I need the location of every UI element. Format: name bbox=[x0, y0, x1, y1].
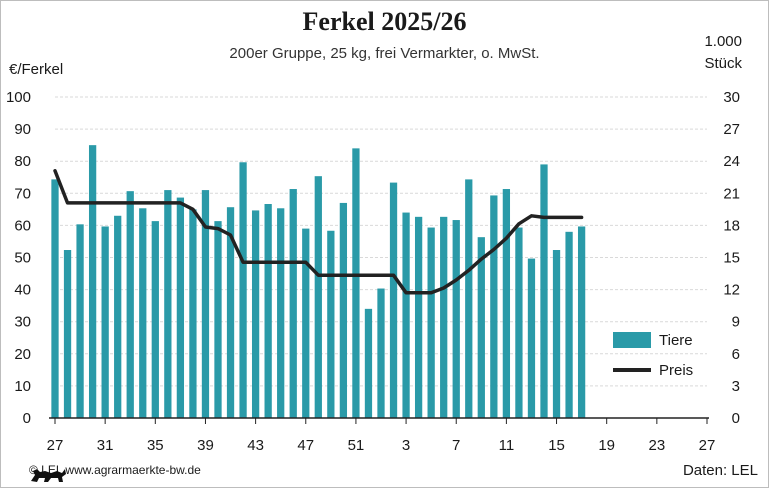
chart-title: Ferkel 2025/26 bbox=[302, 7, 467, 36]
right-tick-label: 3 bbox=[732, 378, 740, 395]
bar-tiere bbox=[440, 216, 448, 418]
legend-label-tiere: Tiere bbox=[659, 331, 693, 349]
copyright-text: © LEL www.agrarmaerkte-bw.de bbox=[29, 463, 201, 477]
bar-tiere bbox=[490, 195, 498, 418]
chart-subtitle: 200er Gruppe, 25 kg, frei Vermarkter, o.… bbox=[229, 45, 540, 62]
bar-tiere bbox=[126, 191, 134, 418]
right-tick-label: 24 bbox=[723, 153, 740, 170]
legend-swatch-bars bbox=[613, 332, 651, 348]
x-tick-label: 3 bbox=[402, 437, 410, 454]
left-tick-label: 60 bbox=[14, 217, 31, 234]
left-tick-label: 0 bbox=[23, 410, 31, 427]
right-tick-label: 6 bbox=[732, 346, 740, 363]
bar-tiere bbox=[189, 209, 197, 418]
x-tick-label: 27 bbox=[47, 437, 64, 454]
bar-tiere bbox=[465, 179, 473, 418]
right-tick-label: 15 bbox=[723, 250, 740, 267]
x-tick-label: 19 bbox=[598, 437, 615, 454]
bar-tiere bbox=[565, 231, 573, 418]
bar-tiere bbox=[277, 208, 285, 418]
left-tick-label: 40 bbox=[14, 282, 31, 299]
legend-label-preis: Preis bbox=[659, 361, 694, 379]
bar-tiere bbox=[327, 230, 335, 418]
bar-tiere bbox=[540, 164, 548, 418]
right-tick-label: 27 bbox=[723, 121, 740, 138]
right-tick-label: 18 bbox=[723, 217, 740, 234]
bar-tiere bbox=[339, 202, 348, 418]
right-axis-label-line2: Stück bbox=[704, 55, 742, 72]
legend-item-preis: Preis bbox=[613, 357, 693, 383]
x-tick-label: 35 bbox=[147, 437, 164, 454]
bar-tiere bbox=[51, 179, 59, 418]
right-axis-label-line1: 1.000 bbox=[704, 33, 742, 50]
x-tick-label: 31 bbox=[97, 437, 114, 454]
bar-tiere bbox=[414, 216, 423, 418]
bar-tiere bbox=[377, 288, 385, 418]
right-tick-label: 9 bbox=[732, 314, 740, 331]
x-tick-label: 7 bbox=[452, 437, 460, 454]
right-axis-label: 1.000 Stück bbox=[704, 31, 742, 75]
bar-tiere bbox=[76, 224, 84, 418]
left-tick-label: 70 bbox=[14, 185, 31, 202]
bar-tiere bbox=[452, 220, 460, 418]
left-tick-label: 90 bbox=[14, 121, 31, 138]
bar-tiere bbox=[427, 227, 435, 418]
right-tick-label: 30 bbox=[723, 89, 740, 106]
bar-tiere bbox=[364, 308, 373, 418]
right-tick-label: 21 bbox=[723, 185, 740, 202]
right-tick-label: 0 bbox=[732, 410, 740, 427]
bar-tiere bbox=[477, 237, 485, 418]
legend: Tiere Preis bbox=[613, 327, 693, 387]
bar-tiere bbox=[101, 226, 109, 418]
bar-tiere bbox=[251, 210, 260, 418]
data-source: Daten: LEL bbox=[682, 462, 758, 479]
x-tick-label: 51 bbox=[348, 437, 365, 454]
legend-item-tiere: Tiere bbox=[613, 327, 693, 353]
bar-tiere bbox=[264, 204, 272, 418]
bar-tiere bbox=[201, 190, 210, 418]
bar-tiere bbox=[352, 148, 360, 419]
footer-copyright: © LEL www.agrarmaerkte-bw.de bbox=[29, 463, 201, 482]
left-tick-label: 20 bbox=[14, 346, 31, 363]
bar-tiere bbox=[114, 215, 122, 418]
bar-tiere bbox=[139, 208, 147, 418]
bar-tiere bbox=[389, 182, 398, 418]
left-tick-label: 10 bbox=[14, 378, 31, 395]
bar-tiere bbox=[314, 176, 322, 418]
left-tick-label: 50 bbox=[14, 250, 31, 267]
bar-tiere bbox=[502, 189, 511, 418]
bar-tiere bbox=[164, 190, 172, 418]
bar-tiere bbox=[239, 162, 247, 418]
bar-tiere bbox=[63, 250, 72, 418]
bar-tiere bbox=[577, 226, 586, 418]
x-tick-label: 15 bbox=[548, 437, 565, 454]
bar-tiere bbox=[151, 221, 159, 418]
lion-logo-icon bbox=[31, 469, 66, 482]
bar-tiere bbox=[552, 250, 561, 418]
bar-tiere bbox=[176, 197, 185, 418]
right-tick-label: 12 bbox=[723, 282, 740, 299]
left-tick-label: 100 bbox=[6, 89, 31, 106]
line-preis bbox=[53, 169, 584, 295]
x-tick-label: 43 bbox=[247, 437, 264, 454]
bar-tiere bbox=[402, 212, 410, 418]
x-tick-label: 47 bbox=[297, 437, 314, 454]
left-axis-label: €/Ferkel bbox=[9, 61, 64, 78]
left-tick-label: 30 bbox=[14, 314, 31, 331]
left-tick-label: 80 bbox=[14, 153, 31, 170]
legend-swatch-line bbox=[613, 368, 651, 372]
bar-tiere bbox=[302, 228, 310, 418]
bar-tiere bbox=[515, 227, 523, 418]
x-tick-label: 39 bbox=[197, 437, 214, 454]
bar-tiere bbox=[88, 145, 97, 418]
x-tick-label: 11 bbox=[499, 437, 515, 454]
bar-tiere bbox=[289, 189, 297, 418]
x-tick-label: 27 bbox=[699, 437, 716, 454]
bar-tiere bbox=[214, 221, 222, 418]
bar-tiere bbox=[527, 258, 536, 418]
bar-tiere bbox=[226, 207, 235, 418]
x-tick-label: 23 bbox=[649, 437, 666, 454]
